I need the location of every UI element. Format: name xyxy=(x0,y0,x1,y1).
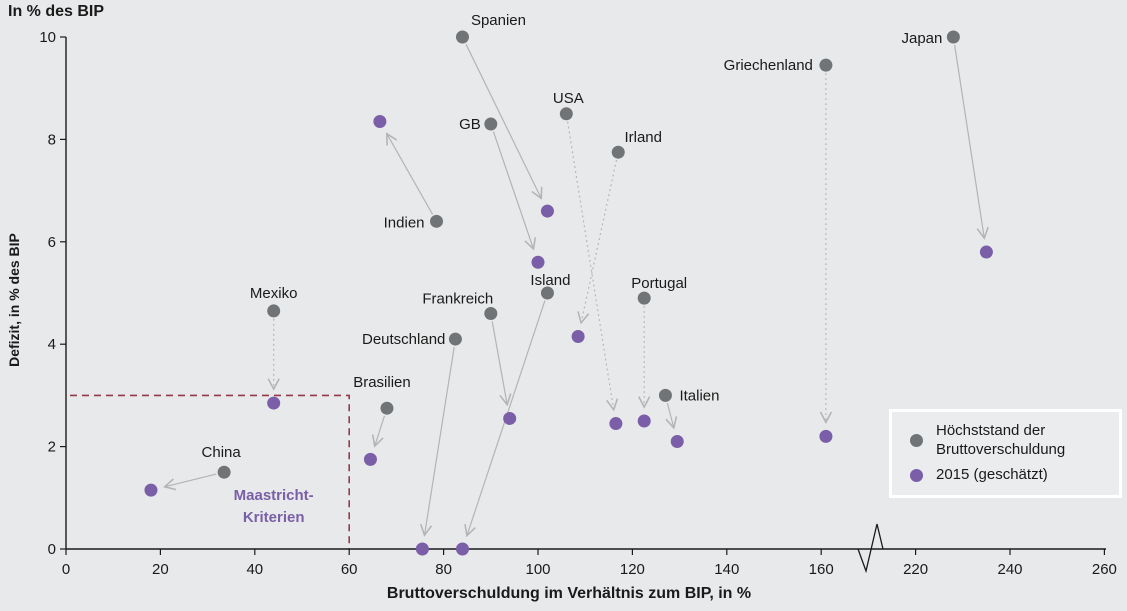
maastricht-criteria-line xyxy=(70,394,350,549)
y-tick-label: 4 xyxy=(48,336,56,353)
2015-series-dot-icon xyxy=(910,469,923,483)
trend-arrow-Italien xyxy=(667,402,673,428)
trend-arrow-Brasilien xyxy=(375,415,386,446)
x-tick-label: 0 xyxy=(62,561,70,578)
x-tick-label: 80 xyxy=(435,561,452,578)
data-point-2015-Portugal xyxy=(637,414,651,428)
x-tick-label: 240 xyxy=(997,561,1022,578)
data-point-peak-Deutschland xyxy=(448,332,462,346)
data-point-2015-Mexiko xyxy=(267,396,281,410)
country-label-China: China xyxy=(202,444,242,461)
country-label-Portugal: Portugal xyxy=(631,275,687,292)
legend-item-peak: Höchststand der Bruttoverschuldung xyxy=(900,422,1111,460)
data-point-2015-Indien xyxy=(373,114,387,128)
country-label-Italien: Italien xyxy=(679,387,719,404)
data-point-peak-China xyxy=(217,465,231,479)
trend-arrow-Japan xyxy=(954,44,985,238)
data-point-2015-GB xyxy=(531,255,545,269)
legend-item-peak-label: Höchststand der Bruttoverschuldung xyxy=(936,421,1066,458)
maastricht-label-line2: Kriterien xyxy=(243,509,305,526)
x-tick-label: 20 xyxy=(152,561,169,578)
trend-arrow-GB xyxy=(492,131,533,249)
country-label-Japan: Japan xyxy=(901,30,942,47)
data-point-peak-Indien xyxy=(430,214,444,228)
data-point-peak-Griechenland xyxy=(819,58,833,72)
peak-series-dot-icon xyxy=(910,434,923,448)
y-tick-label: 2 xyxy=(48,439,56,456)
data-point-peak-Island xyxy=(540,286,554,300)
trend-arrow-Indien xyxy=(387,134,434,215)
data-point-peak-Italien xyxy=(658,388,672,402)
country-label-Spanien: Spanien xyxy=(471,12,526,29)
x-tick-label: 220 xyxy=(903,561,928,578)
trend-arrow-Spanien xyxy=(465,43,541,198)
country-label-Island: Island xyxy=(530,272,570,289)
trend-arrow-USA xyxy=(567,121,614,410)
country-label-Irland: Irland xyxy=(624,129,662,146)
x-tick-label: 40 xyxy=(246,561,263,578)
data-point-2015-Brasilien xyxy=(363,452,377,466)
x-tick-label: 260 xyxy=(1092,561,1117,578)
country-label-Deutschland: Deutschland xyxy=(362,331,445,348)
country-label-USA: USA xyxy=(553,90,584,107)
data-point-2015-Spanien xyxy=(540,204,554,218)
country-label-Brasilien: Brasilien xyxy=(353,374,411,391)
y-tick-label: 10 xyxy=(39,29,56,46)
data-point-peak-Brasilien xyxy=(380,401,394,415)
y-tick-label: 6 xyxy=(48,234,56,251)
trend-arrow-China xyxy=(165,473,217,487)
data-point-peak-Frankreich xyxy=(484,306,498,320)
data-point-2015-Griechenland xyxy=(819,429,833,443)
data-point-peak-Mexiko xyxy=(267,304,281,318)
legend-item-2015: 2015 (geschätzt) xyxy=(900,466,1111,485)
country-label-Indien: Indien xyxy=(384,214,425,231)
y-tick-label: 0 xyxy=(48,541,56,558)
x-tick-label: 140 xyxy=(714,561,739,578)
x-axis-title: Bruttoverschuldung im Verhältnis zum BIP… xyxy=(386,585,752,602)
data-point-peak-GB xyxy=(484,117,498,131)
data-point-2015-Island xyxy=(455,542,469,556)
data-point-2015-Japan xyxy=(979,245,993,259)
data-point-2015-Italien xyxy=(670,434,684,448)
legend-item-2015-label: 2015 (geschätzt) xyxy=(936,466,1048,484)
data-point-peak-Spanien xyxy=(455,30,469,44)
country-label-Griechenland: Griechenland xyxy=(724,57,813,74)
data-point-peak-Irland xyxy=(611,145,625,159)
data-point-2015-China xyxy=(144,483,158,497)
y-tick-label: 8 xyxy=(48,131,56,148)
data-point-2015-Frankreich xyxy=(503,411,517,425)
x-axis-break-icon xyxy=(857,523,884,574)
trend-arrow-Deutschland xyxy=(425,346,455,535)
data-point-peak-Portugal xyxy=(637,291,651,305)
data-point-peak-USA xyxy=(559,107,573,121)
maastricht-label-line1: Maastricht- xyxy=(234,487,314,504)
country-label-GB: GB xyxy=(459,116,481,133)
legend: Höchststand der Bruttoverschuldung 2015 … xyxy=(889,409,1122,498)
x-tick-label: 60 xyxy=(341,561,358,578)
country-label-Mexiko: Mexiko xyxy=(250,285,298,302)
data-point-2015-Deutschland xyxy=(415,542,429,556)
chart-title: In % des BIP xyxy=(8,3,105,20)
country-label-Frankreich: Frankreich xyxy=(422,290,493,307)
x-tick-label: 100 xyxy=(525,561,550,578)
data-point-2015-USA xyxy=(609,417,623,431)
x-tick-label: 120 xyxy=(620,561,645,578)
data-point-2015-Irland xyxy=(571,330,585,344)
x-tick-label: 160 xyxy=(809,561,834,578)
trend-arrow-Frankreich xyxy=(491,321,507,404)
data-point-peak-Japan xyxy=(946,30,960,44)
